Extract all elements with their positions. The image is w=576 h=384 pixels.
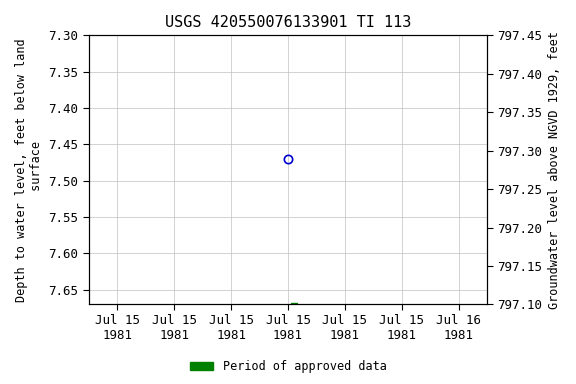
Legend: Period of approved data: Period of approved data: [185, 356, 391, 378]
Y-axis label: Groundwater level above NGVD 1929, feet: Groundwater level above NGVD 1929, feet: [548, 31, 561, 309]
Title: USGS 420550076133901 TI 113: USGS 420550076133901 TI 113: [165, 15, 411, 30]
Y-axis label: Depth to water level, feet below land
 surface: Depth to water level, feet below land su…: [15, 38, 43, 302]
